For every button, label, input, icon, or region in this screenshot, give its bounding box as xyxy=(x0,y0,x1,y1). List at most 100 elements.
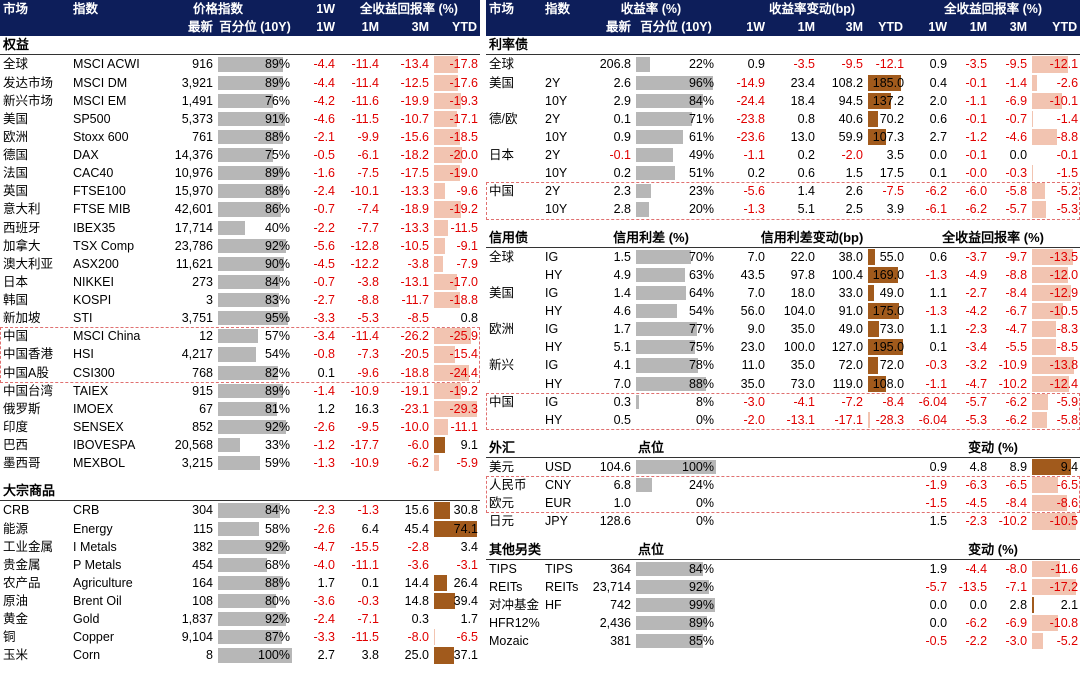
tenor-name: 10Y xyxy=(545,166,568,181)
ytd-cell: -0.1 xyxy=(1030,146,1080,164)
change-3m: 8.9 xyxy=(1009,460,1028,475)
market-name: 能源 xyxy=(3,521,29,536)
return-1m: -3.2 xyxy=(965,358,988,373)
positive-data-bar xyxy=(434,647,454,664)
ytd-value: -17.8 xyxy=(449,57,479,72)
percentile-cell: 84% xyxy=(634,559,718,578)
return-3m: -12.5 xyxy=(400,75,430,90)
ytd-cell: -11.1 xyxy=(432,418,480,436)
market-name: 韩国 xyxy=(3,293,29,308)
change-1w: 9.0 xyxy=(747,322,766,337)
return-1w: 1.2 xyxy=(317,401,336,416)
return-1m: -7.7 xyxy=(357,220,380,235)
ytd-value: -5.2 xyxy=(1056,184,1079,199)
percentile-bar xyxy=(218,347,257,362)
market-name: 黄金 xyxy=(3,612,29,627)
change-3m: 127.0 xyxy=(831,340,864,355)
return-3m: -10.7 xyxy=(400,111,430,126)
percentile-bar xyxy=(636,579,710,594)
credit-rows: 全球 IG 1.5 70% 7.0 22.0 38.0 55.0 0.6 -3.7 -9.7 -13.… xyxy=(486,247,1080,429)
ytd-value: 74.1 xyxy=(453,521,479,536)
change-1w: -3.0 xyxy=(743,394,766,409)
table-row: 法国 CAC40 10,976 89% -1.6 -7.5 -17.5 -19.0 xyxy=(0,164,480,182)
market-name xyxy=(486,200,542,218)
ytd-cell: 70.2 xyxy=(866,110,906,128)
market-name xyxy=(486,164,542,182)
percentile-value: 83% xyxy=(264,293,291,308)
return-1m: -0.0 xyxy=(965,166,988,181)
positive-data-bar xyxy=(434,520,478,537)
return-3m: -6.2 xyxy=(1005,412,1028,427)
change-3m: 108.2 xyxy=(831,75,864,90)
latest-value: 3 xyxy=(206,293,213,308)
index-name: FTSE100 xyxy=(73,184,126,199)
ytd-value: -20.0 xyxy=(449,148,479,163)
equity-rows: 全球 MSCI ACWI 916 89% -4.4 -11.4 -13.4 -17.8 发达市场… xyxy=(0,55,480,472)
percentile-bar xyxy=(636,322,697,337)
tenor-name: 2Y xyxy=(545,111,561,126)
change-1m: 97.8 xyxy=(790,267,816,282)
percentile-bar xyxy=(636,376,706,391)
market-name: 意大利 xyxy=(3,202,41,217)
ytd-value: -19.3 xyxy=(449,93,479,108)
table-row: 欧洲 IG 1.7 77% 9.0 35.0 49.0 73.0 1.1 -2.3 -4.7 -8.3 xyxy=(486,320,1080,338)
ytd-cell: -20.0 xyxy=(432,146,480,164)
latest-value: 164 xyxy=(192,575,213,590)
change-1m: -4.4 xyxy=(965,561,988,576)
negative-data-bar xyxy=(1032,201,1046,218)
return-1w: -0.7 xyxy=(313,274,336,289)
header-ytd: YTD xyxy=(866,18,907,37)
ytd-cell: -1.5 xyxy=(1030,164,1080,182)
positive-data-bar xyxy=(868,128,886,145)
index-name: I Metals xyxy=(73,539,117,554)
index-name: EUR xyxy=(545,496,572,511)
ytd-cell: -5.9 xyxy=(1030,393,1080,411)
ytd-cell: -2.6 xyxy=(1030,74,1080,92)
change-1m: -13.1 xyxy=(786,412,816,427)
index-name: CSI300 xyxy=(73,365,115,380)
header-yield-change: 收益率变动(bp) xyxy=(718,0,907,19)
ytd-cell: 55.0 xyxy=(866,247,906,266)
percentile-bar xyxy=(636,634,704,649)
market-name: 美国 xyxy=(489,285,515,300)
return-3m: -0.7 xyxy=(1005,111,1028,126)
latest-value: 1.5 xyxy=(613,249,631,264)
market-name: TIPS xyxy=(489,561,517,576)
table-row: 美元 USD 104.6 100% 0.9 4.8 8.9 9.4 xyxy=(486,458,1080,477)
change-1w: -24.4 xyxy=(736,93,766,108)
ytd-value: 175.0 xyxy=(872,304,905,319)
percentile-value: 20% xyxy=(688,202,715,217)
percentile-cell: 76% xyxy=(216,92,294,110)
table-row: 日本 NIKKEI 273 84% -0.7 -3.8 -13.1 -17.0 xyxy=(0,273,480,291)
section-fx: 外汇 点位 变动 (%) xyxy=(486,438,1080,458)
return-1m: -15.5 xyxy=(350,539,380,554)
ytd-cell: -18.5 xyxy=(432,128,480,146)
return-1m: -11.4 xyxy=(351,57,380,72)
ytd-value: -5.9 xyxy=(1056,394,1079,409)
latest-value: 1,491 xyxy=(181,93,213,108)
return-1w: -0.7 xyxy=(313,202,336,217)
return-1w: -1.2 xyxy=(313,438,336,453)
change-1m: 4.8 xyxy=(969,460,988,475)
percentile-bar xyxy=(218,456,261,471)
ytd-cell: 107.3 xyxy=(866,128,906,146)
return-1w: 0.1 xyxy=(929,340,948,355)
negative-data-bar xyxy=(434,183,446,200)
table-row: 加拿大 TSX Comp 23,786 92% -5.6 -12.8 -10.5 -9.1 xyxy=(0,237,480,255)
latest-value: 20,568 xyxy=(174,438,213,453)
table-row: CRB CRB 304 84% -2.3 -1.3 15.6 30.8 xyxy=(0,501,480,520)
return-3m: -5.5 xyxy=(1005,340,1028,355)
change-3m: 33.0 xyxy=(838,285,864,300)
index-name: Stoxx 600 xyxy=(73,129,129,144)
ytd-value: 9.1 xyxy=(460,438,479,453)
percentile-bar xyxy=(218,630,282,645)
ytd-cell: -12.0 xyxy=(1030,266,1080,284)
percentile-cell: 89% xyxy=(634,614,718,632)
ytd-value: -10.1 xyxy=(1049,93,1079,108)
latest-value: 1,837 xyxy=(181,612,213,627)
return-3m: -9.5 xyxy=(1005,57,1028,72)
negative-data-bar xyxy=(1032,284,1072,301)
return-1w: -4.2 xyxy=(313,93,336,108)
latest-value: 12 xyxy=(199,329,213,344)
percentile-cell: 8% xyxy=(634,393,718,411)
